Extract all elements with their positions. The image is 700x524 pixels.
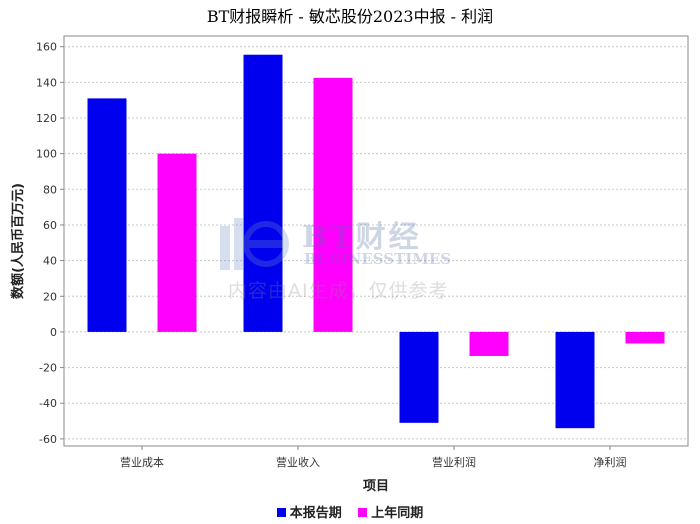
legend-swatch-prior (358, 508, 368, 517)
chart-title: BT财报瞬析 - 敏芯股份2023中报 - 利润 (206, 7, 494, 26)
y-tick-label: -60 (39, 433, 57, 446)
bar-prior-3 (625, 331, 665, 344)
y-tick-label: 120 (36, 112, 57, 125)
y-tick-label: -40 (39, 397, 57, 410)
y-tick-label: 20 (43, 290, 57, 303)
y-axis-ticks: -60 -40 -20 0 20 40 60 80 100 120 140 160 (36, 41, 64, 446)
watermark-brand: BT财经 (302, 220, 422, 255)
legend-swatch-current (276, 508, 286, 517)
watermark-note: 内容由AI生成，仅供参考 (228, 280, 449, 302)
legend-item-prior: 上年同期 (358, 502, 423, 521)
y-tick-label: 100 (36, 148, 57, 161)
y-tick-label: 160 (36, 41, 57, 54)
bar-current-1 (243, 54, 283, 332)
x-tick-label: 营业收入 (276, 455, 320, 469)
y-tick-label: 80 (43, 183, 57, 196)
bar-prior-0 (157, 153, 197, 332)
x-axis-title: 项目 (363, 479, 389, 494)
watermark-brand-en: BUSINESSTIMES (304, 250, 452, 268)
bar-prior-2 (469, 331, 509, 356)
x-axis-ticks: 营业成本 营业收入 营业利润 净利润 (120, 446, 627, 469)
legend: 本报告期 上年同期 (0, 502, 700, 521)
bar-current-0 (87, 98, 127, 332)
y-tick-label: 60 (43, 219, 57, 232)
bar-current-2 (399, 331, 439, 423)
y-axis-title: 数额(人民币百万元) (10, 183, 26, 299)
bars (87, 54, 665, 429)
x-tick-label: 净利润 (594, 455, 627, 469)
y-tick-label: 140 (36, 76, 57, 89)
bar-prior-1 (313, 77, 353, 332)
y-tick-label: 0 (50, 326, 57, 339)
legend-label-current: 本报告期 (289, 506, 342, 521)
watermark-logo-icon (220, 218, 289, 270)
legend-label-prior: 上年同期 (371, 506, 424, 521)
legend-item-current: 本报告期 (276, 502, 342, 521)
bar-current-3 (555, 331, 595, 429)
x-tick-label: 营业成本 (120, 455, 164, 469)
y-tick-label: 40 (43, 255, 57, 268)
watermark: BT财经 BUSINESSTIMES 内容由AI生成，仅供参考 (220, 212, 480, 307)
x-tick-label: 营业利润 (432, 455, 476, 469)
y-tick-label: -20 (39, 362, 57, 375)
